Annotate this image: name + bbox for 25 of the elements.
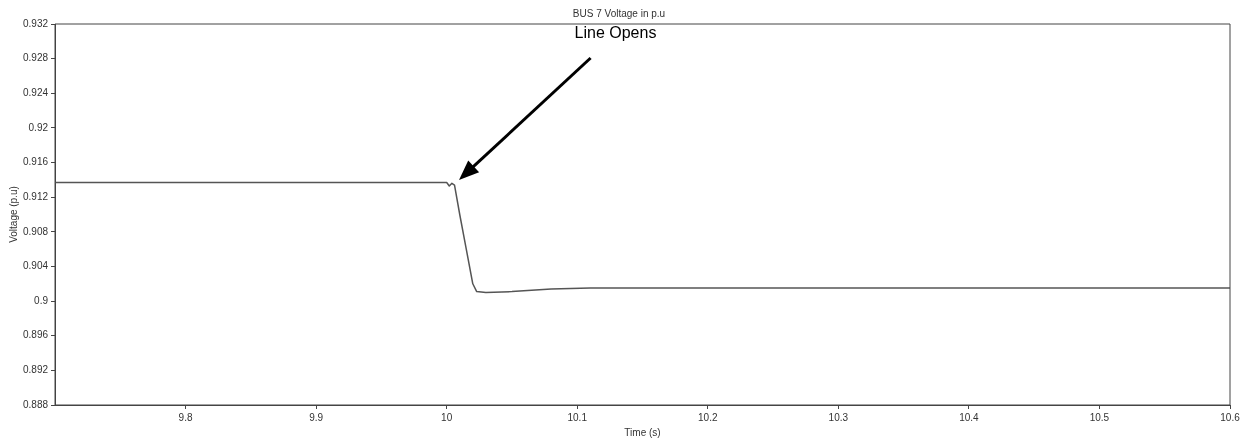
- y-tick-label: 0.908: [22, 225, 49, 237]
- annotation: Line Opens: [574, 24, 657, 41]
- x-tick-label: 10.3: [828, 411, 849, 423]
- y-tick-label: 0.9: [34, 294, 49, 306]
- x-tick-label: 10.6: [1220, 411, 1241, 423]
- y-tick-label: 0.892: [22, 364, 49, 376]
- y-tick-label: 0.896: [22, 329, 49, 341]
- y-axis-title: Voltage (p.u): [7, 186, 19, 243]
- x-axis-title: Time (s): [624, 426, 661, 438]
- y-tick-label: 0.92: [28, 121, 49, 133]
- y-tick-label: 0.904: [22, 260, 49, 272]
- x-tick-label: 10.1: [567, 411, 588, 423]
- y-tick-label: 0.916: [22, 156, 49, 168]
- y-tick-label: 0.888: [22, 398, 49, 410]
- x-tick-label: 10.2: [698, 411, 718, 423]
- x-tick-label: 9.8: [178, 411, 193, 423]
- y-tick-label: 0.932: [22, 17, 49, 29]
- x-tick-label: 10.5: [1089, 411, 1110, 423]
- x-tick-label: 10.4: [959, 411, 980, 423]
- x-tick-label: 10: [441, 411, 453, 423]
- y-tick-label: 0.912: [22, 190, 49, 202]
- x-tick-label: 9.9: [309, 411, 324, 423]
- chart-title: BUS 7 Voltage in p.u: [572, 7, 666, 19]
- y-tick-label: 0.928: [22, 52, 49, 64]
- y-tick-label: 0.924: [22, 87, 49, 99]
